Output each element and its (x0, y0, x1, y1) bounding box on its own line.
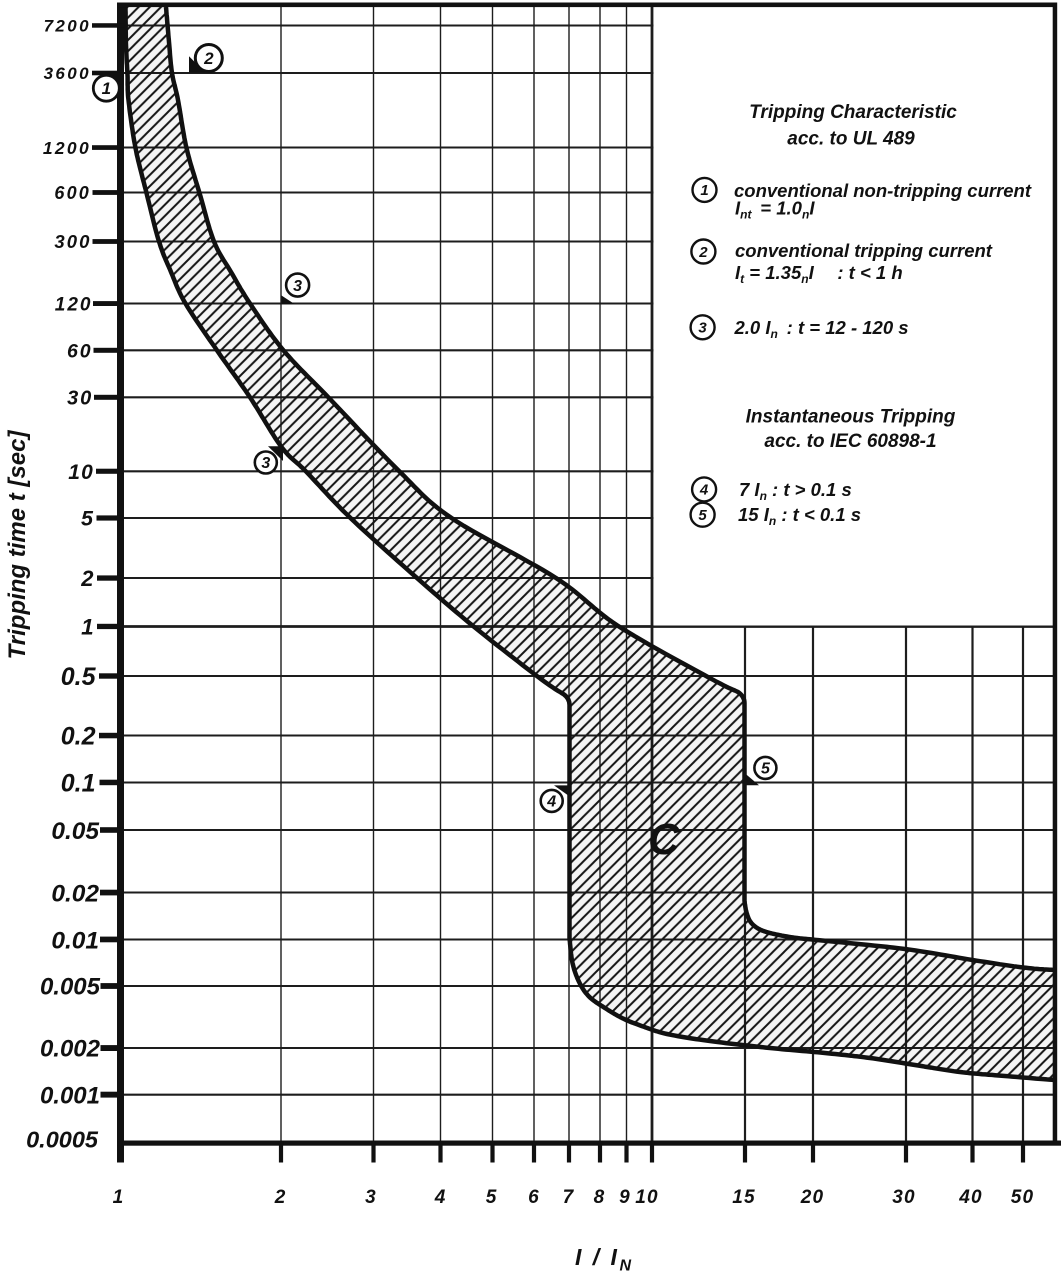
svg-text:3600: 3600 (44, 64, 91, 83)
svg-text:5: 5 (698, 507, 707, 524)
svg-text:15: 15 (732, 1187, 756, 1208)
svg-text:2: 2 (698, 244, 708, 261)
svg-text:acc. to IEC 60898-1: acc. to IEC 60898-1 (764, 431, 936, 452)
svg-text:0.2: 0.2 (61, 723, 96, 751)
svg-text:0.1: 0.1 (61, 770, 96, 798)
svg-text:10: 10 (635, 1187, 659, 1208)
svg-text:3: 3 (261, 455, 270, 472)
svg-text:6: 6 (528, 1187, 540, 1208)
svg-text:1: 1 (102, 79, 111, 98)
svg-text:15 In : t < 0.1 s: 15 In : t < 0.1 s (738, 504, 861, 528)
svg-text:50: 50 (1011, 1187, 1035, 1208)
svg-text:C: C (648, 815, 681, 864)
svg-text:conventional non-tripping curr: conventional non-tripping current (734, 180, 1032, 201)
svg-text:0.01: 0.01 (51, 927, 99, 954)
svg-text:0.001: 0.001 (40, 1082, 100, 1109)
svg-text:20: 20 (800, 1187, 825, 1208)
svg-text:10: 10 (68, 461, 94, 484)
svg-text:1200: 1200 (43, 138, 91, 158)
svg-text:2: 2 (203, 49, 214, 68)
svg-text:5: 5 (761, 761, 771, 778)
svg-text:600: 600 (54, 183, 91, 203)
svg-text:1: 1 (113, 1187, 125, 1208)
svg-text:acc. to UL 489: acc. to UL 489 (787, 129, 915, 150)
svg-text:30: 30 (892, 1187, 916, 1208)
svg-text:4: 4 (699, 482, 709, 499)
svg-text:7: 7 (563, 1187, 575, 1208)
svg-text:It = 1.35nI : t < 1 h: It = 1.35nI : t < 1 h (735, 262, 903, 286)
svg-text:2: 2 (80, 566, 94, 591)
svg-text:3: 3 (365, 1187, 377, 1208)
svg-text:0.005: 0.005 (40, 974, 101, 1001)
svg-text:1: 1 (700, 182, 708, 199)
svg-text:Tripping time t [sec]: Tripping time t [sec] (4, 430, 31, 660)
svg-text:1: 1 (81, 615, 94, 640)
svg-text:0.002: 0.002 (40, 1036, 101, 1063)
svg-text:60: 60 (67, 340, 93, 362)
svg-text:3: 3 (698, 320, 707, 337)
svg-text:4: 4 (434, 1187, 447, 1208)
svg-text:2: 2 (274, 1187, 287, 1208)
svg-text:5: 5 (81, 507, 94, 531)
svg-text:3: 3 (293, 278, 302, 295)
svg-text:40: 40 (958, 1187, 983, 1208)
svg-text:5: 5 (486, 1187, 498, 1208)
svg-text:conventional tripping current: conventional tripping current (735, 240, 993, 261)
svg-text:Int = 1.0nI: Int = 1.0nI (735, 198, 815, 222)
svg-text:7200: 7200 (44, 17, 91, 36)
svg-text:4: 4 (546, 794, 556, 811)
svg-text:9: 9 (619, 1187, 631, 1208)
svg-text:7 In : t > 0.1 s: 7 In : t > 0.1 s (739, 479, 852, 503)
svg-text:2.0 In : t = 12 - 120 s: 2.0 In : t = 12 - 120 s (734, 317, 909, 341)
svg-text:0.05: 0.05 (51, 818, 99, 845)
svg-text:0.0005: 0.0005 (26, 1127, 99, 1153)
svg-text:120: 120 (55, 294, 93, 315)
svg-text:30: 30 (67, 388, 93, 410)
svg-text:Instantaneous Tripping: Instantaneous Tripping (746, 407, 956, 428)
svg-text:0.02: 0.02 (51, 880, 99, 907)
svg-text:Tripping Characteristic: Tripping Characteristic (749, 102, 957, 123)
svg-text:0.5: 0.5 (61, 663, 97, 691)
svg-text:300: 300 (54, 231, 91, 252)
svg-text:8: 8 (594, 1187, 606, 1208)
